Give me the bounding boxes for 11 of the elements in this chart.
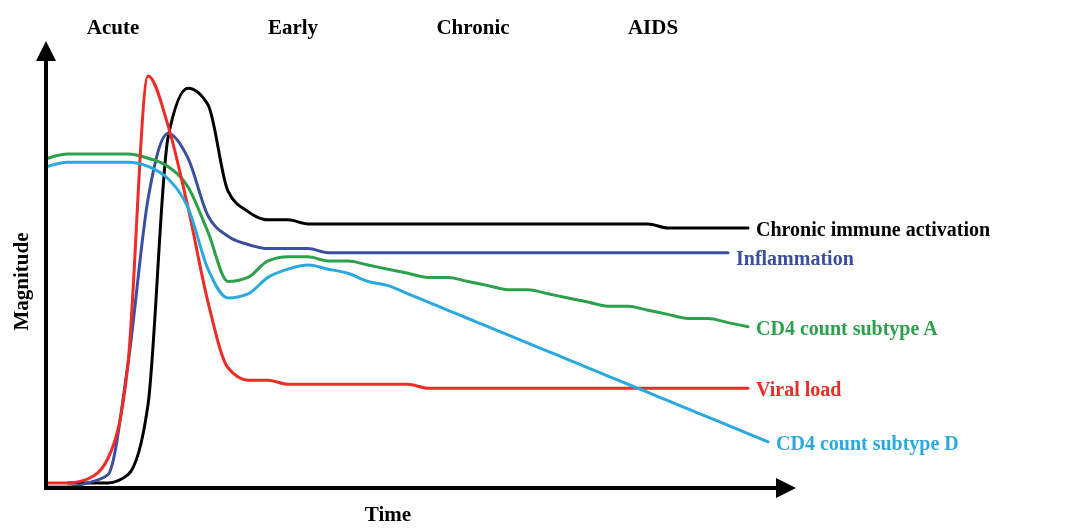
y-axis-title: Magnitude — [9, 232, 33, 331]
x-axis-title: Time — [364, 502, 412, 526]
text: Acute — [86, 15, 140, 39]
series-label: CD4 count subtype D — [776, 431, 959, 455]
series-label: CD4 count subtype A — [756, 316, 939, 340]
text: Early — [267, 15, 319, 39]
text: Chronic — [436, 15, 510, 39]
series-label: Inflammation — [736, 246, 854, 269]
series-label: Chronic immune activation — [756, 218, 991, 241]
text: AIDS — [627, 15, 679, 39]
series-label: Viral load — [756, 378, 842, 401]
